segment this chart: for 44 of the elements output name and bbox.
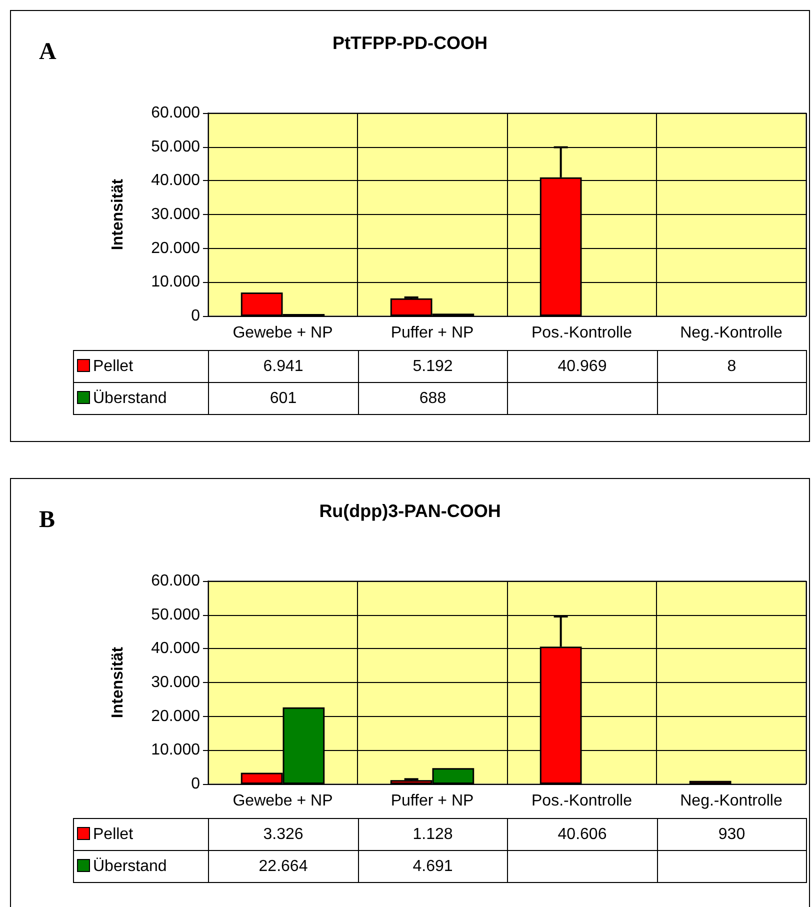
x-tick-label: Pos.-Kontrolle: [532, 792, 632, 810]
y-tick-label: 50.000: [151, 138, 200, 156]
legend-label: Überstand: [74, 850, 208, 882]
x-tick-label: Gewebe + NP: [232, 792, 333, 810]
y-axis-title: Intensität: [110, 646, 126, 718]
x-tick-label: Pos.-Kontrolle: [532, 324, 632, 342]
data-label: 40.969: [508, 350, 657, 382]
y-tick-label: 20.000: [151, 708, 200, 725]
legend-label: Pellet: [74, 350, 208, 382]
text: A: [39, 39, 56, 66]
x-tick-label: Puffer + NP: [390, 792, 474, 810]
chart-title: Ru(dpp)3-PAN-COOH: [319, 501, 501, 521]
data-label: 8: [657, 350, 806, 382]
x-tick-label: Puffer + NP: [390, 324, 474, 342]
x-tick-label: Neg.-Kontrolle: [680, 324, 782, 342]
data-label: 6.941: [208, 350, 358, 382]
data-label: 22.664: [208, 850, 358, 882]
data-label: 3.326: [208, 818, 358, 850]
y-tick-label: 0: [191, 776, 200, 792]
data-label: 4.691: [358, 850, 508, 882]
data-label: 688: [358, 382, 508, 414]
data-label: 40.606: [508, 818, 657, 850]
y-tick-label: 0: [191, 308, 200, 324]
x-tick-label: Gewebe + NP: [232, 324, 333, 342]
y-tick-label: 50.000: [151, 606, 200, 624]
legend-label: Überstand: [74, 382, 208, 414]
y-tick-label: 40.000: [151, 172, 200, 190]
y-tick-label: 60.000: [151, 104, 200, 122]
y-tick-label: 10.000: [151, 274, 200, 291]
y-tick-label: 40.000: [151, 640, 200, 658]
y-tick-label: 20.000: [151, 240, 200, 257]
y-axis-title: Intensität: [110, 178, 126, 250]
y-tick-label: 60.000: [151, 572, 200, 590]
chart-title: PtTFPP-PD-COOH: [332, 33, 488, 53]
data-label: 1.128: [358, 818, 508, 850]
y-tick-label: 30.000: [151, 674, 200, 691]
x-tick-label: Neg.-Kontrolle: [680, 792, 782, 810]
data-label: 5.192: [358, 350, 508, 382]
data-label: 601: [208, 382, 358, 414]
y-tick-label: 10.000: [151, 742, 200, 759]
data-label: 930: [657, 818, 806, 850]
text: B: [39, 507, 56, 534]
y-tick-label: 30.000: [151, 206, 200, 223]
legend-label: Pellet: [74, 818, 208, 850]
